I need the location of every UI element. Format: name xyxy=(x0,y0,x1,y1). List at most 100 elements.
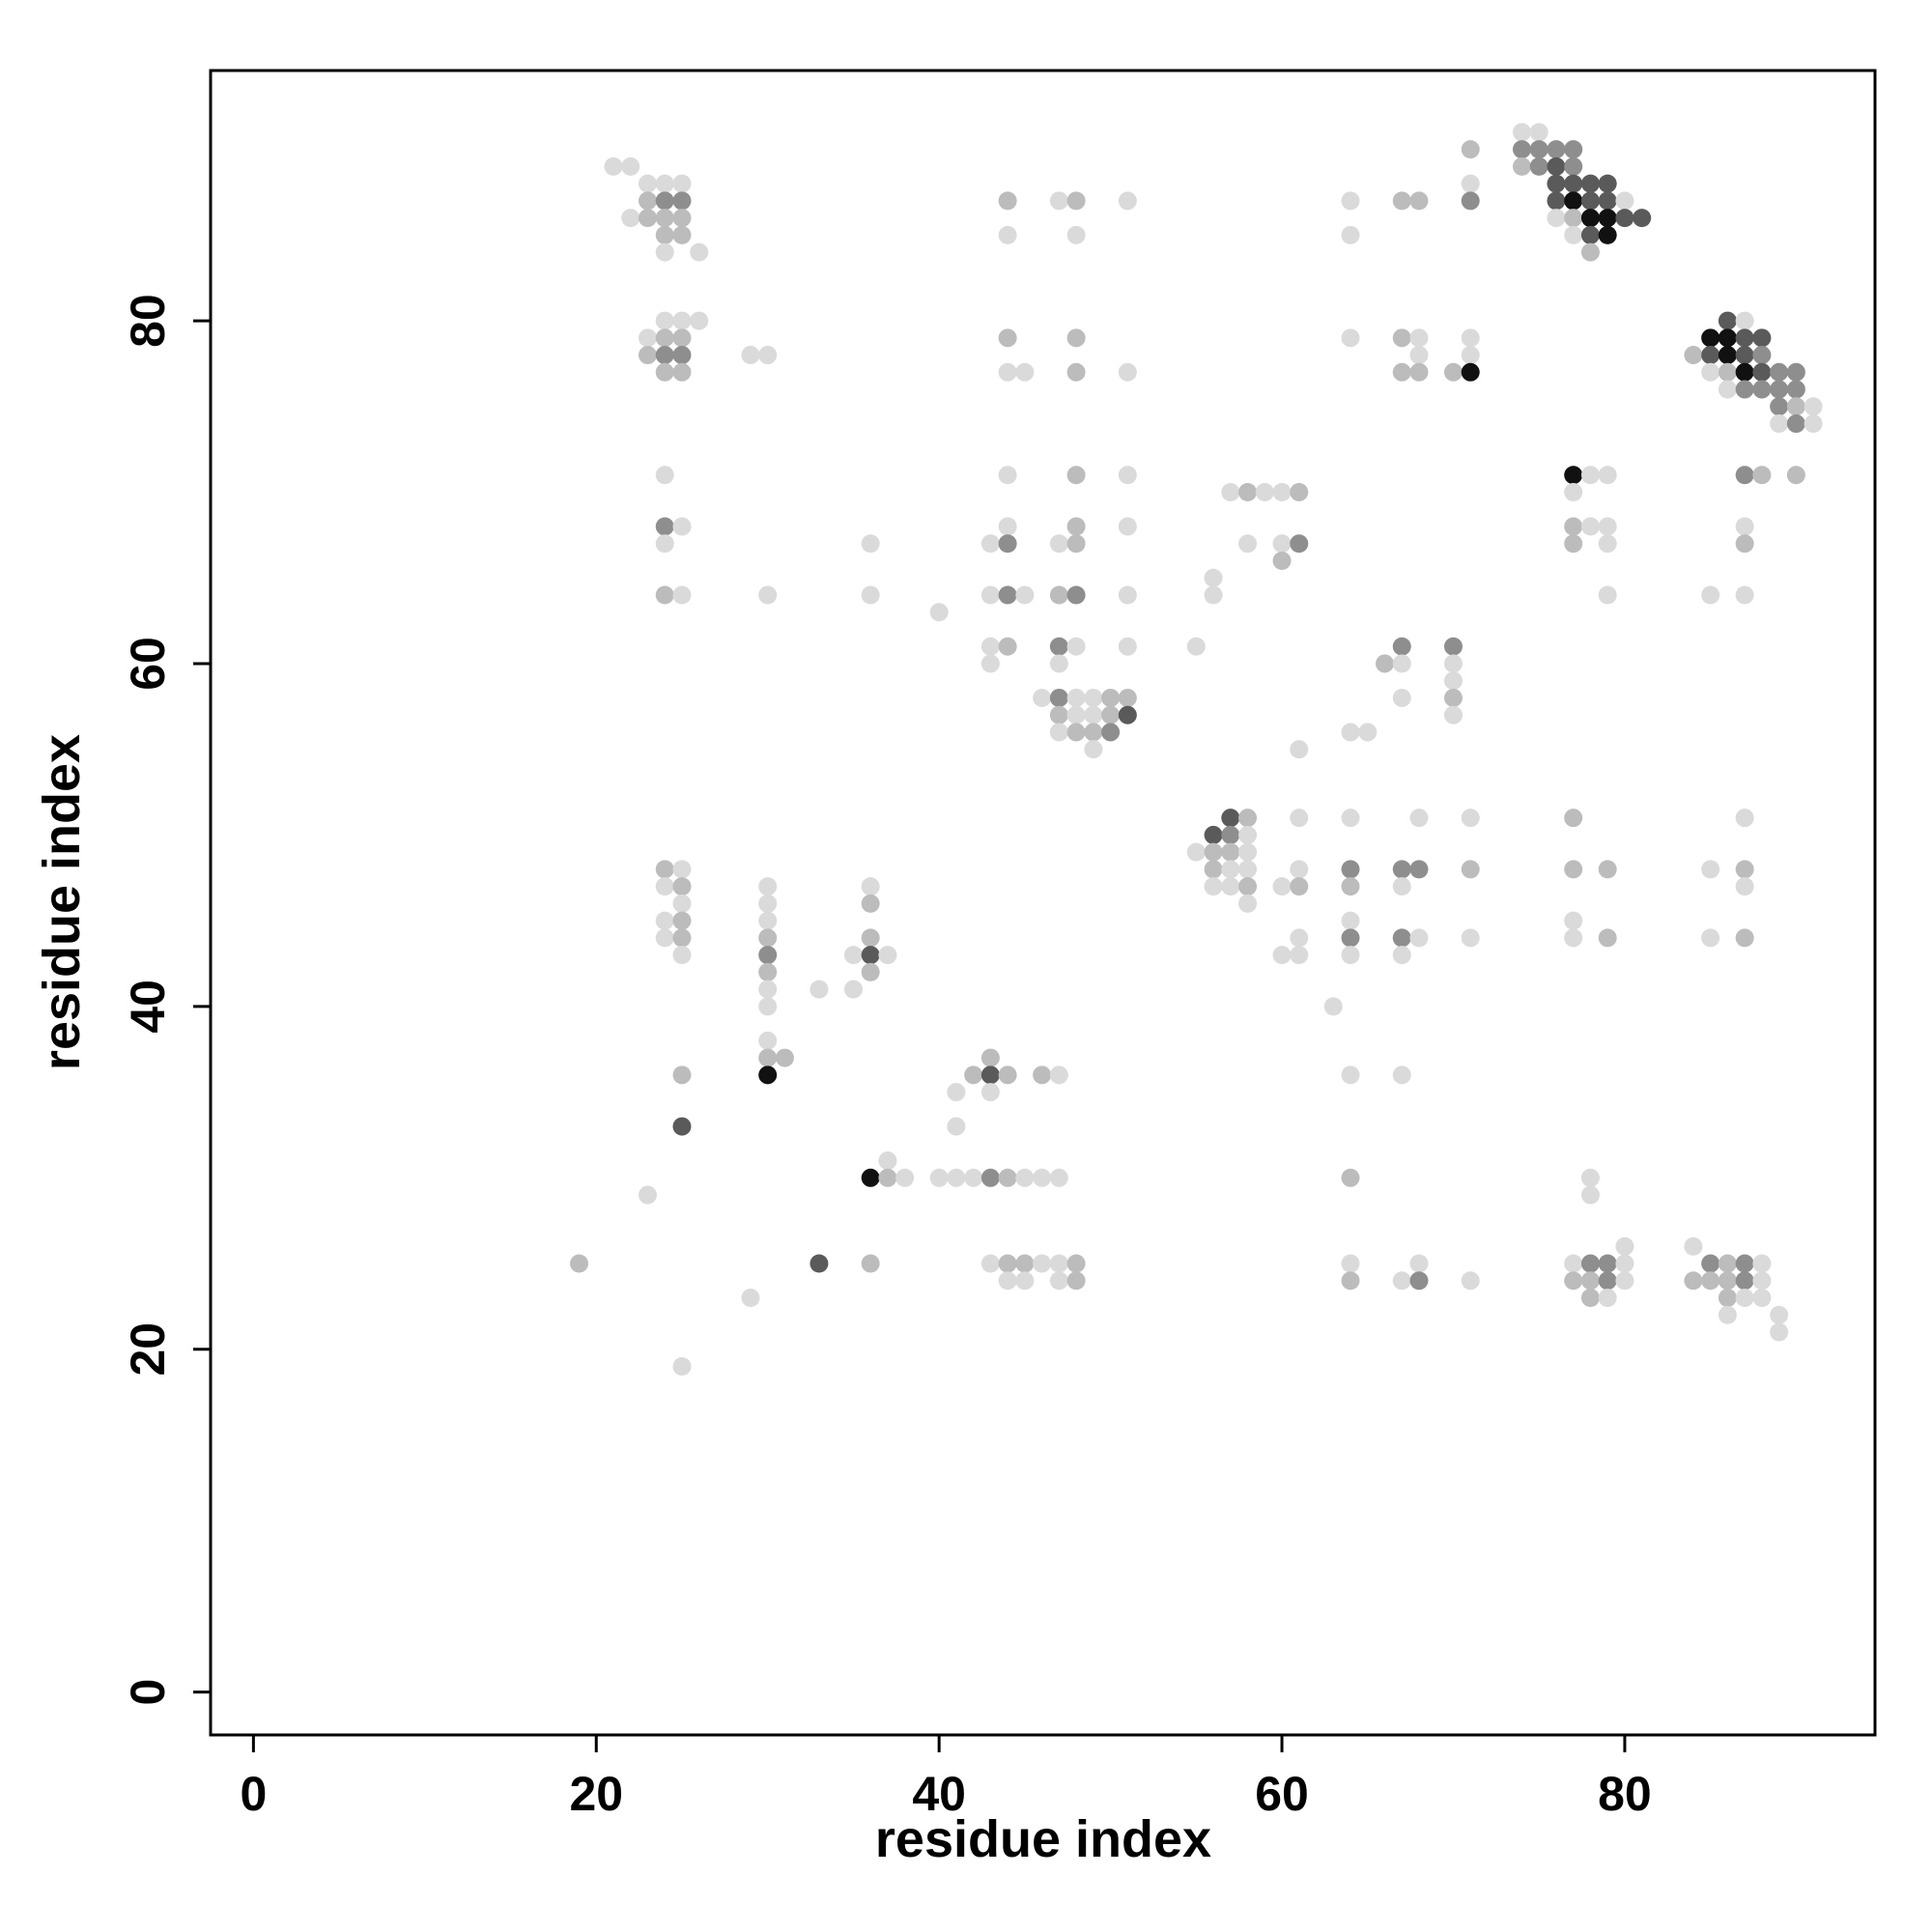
contact-point xyxy=(1564,1254,1583,1273)
contact-point xyxy=(1341,1271,1360,1291)
contact-point xyxy=(998,1065,1017,1085)
x-tick-label: 20 xyxy=(569,1767,623,1821)
contact-point xyxy=(1580,517,1600,536)
contact-point xyxy=(758,585,778,605)
contact-point xyxy=(1341,946,1360,965)
contact-point xyxy=(1290,928,1309,948)
contact-point xyxy=(1049,191,1068,211)
contact-point xyxy=(1770,1322,1789,1342)
contact-point xyxy=(672,174,692,193)
contact-point xyxy=(1341,191,1360,211)
contact-point xyxy=(1409,860,1429,879)
contact-point xyxy=(1033,1065,1052,1085)
contact-point xyxy=(1564,225,1583,244)
contact-point xyxy=(1392,877,1411,896)
contact-point xyxy=(998,225,1017,244)
contact-point xyxy=(1392,637,1411,656)
contact-point xyxy=(638,174,657,193)
contact-point xyxy=(1461,362,1480,382)
contact-point xyxy=(1580,1185,1600,1205)
contact-point xyxy=(1786,397,1805,416)
contact-point xyxy=(1786,380,1805,399)
contact-point xyxy=(1735,380,1754,399)
contact-point xyxy=(1564,809,1583,828)
contact-point xyxy=(1066,534,1086,554)
contact-point xyxy=(672,860,692,879)
contact-point xyxy=(1015,1254,1035,1273)
x-axis-label: residue index xyxy=(875,1810,1211,1868)
contact-point xyxy=(758,877,778,896)
contact-point xyxy=(1015,362,1035,382)
contact-point xyxy=(980,1065,1000,1085)
contact-point xyxy=(672,209,692,228)
contact-point xyxy=(1598,928,1617,948)
contact-point xyxy=(1341,809,1360,828)
contact-point xyxy=(1341,225,1360,244)
contact-point xyxy=(1735,346,1754,365)
contact-point xyxy=(1701,860,1720,879)
contact-point xyxy=(1547,209,1566,228)
contact-point xyxy=(1564,911,1583,930)
contact-point xyxy=(672,225,692,244)
contact-point xyxy=(998,362,1017,382)
contact-point xyxy=(1443,654,1463,673)
contact-point xyxy=(1118,585,1137,605)
contact-point xyxy=(1290,740,1309,759)
contact-point xyxy=(638,1185,657,1205)
contact-point xyxy=(672,877,692,896)
contact-point xyxy=(998,585,1017,605)
contact-point xyxy=(810,1254,829,1273)
contact-point xyxy=(1118,191,1137,211)
contact-point xyxy=(1204,842,1223,862)
contact-point xyxy=(1238,842,1258,862)
contact-point xyxy=(758,911,778,930)
contact-point xyxy=(655,191,674,211)
contact-point xyxy=(1735,517,1754,536)
contact-point xyxy=(1443,688,1463,707)
contact-point xyxy=(1101,723,1121,742)
contact-point xyxy=(758,997,778,1016)
contact-point xyxy=(861,877,880,896)
contact-point xyxy=(980,1168,1000,1187)
contact-point xyxy=(1409,362,1429,382)
contact-point xyxy=(1066,362,1086,382)
contact-point xyxy=(1290,946,1309,965)
contact-point xyxy=(1290,534,1309,554)
contact-point xyxy=(1392,946,1411,965)
contact-point xyxy=(1049,1168,1068,1187)
contact-point xyxy=(741,1289,760,1308)
contact-point xyxy=(672,1356,692,1376)
contact-point xyxy=(638,191,657,211)
contact-point xyxy=(1049,705,1068,724)
contact-point xyxy=(1786,466,1805,485)
contact-point xyxy=(1701,362,1720,382)
contact-point xyxy=(1461,928,1480,948)
plot-frame xyxy=(209,69,1877,1737)
contact-point xyxy=(1701,1271,1720,1291)
contact-point xyxy=(1718,380,1737,399)
contact-point xyxy=(1718,328,1737,348)
contact-point xyxy=(655,517,674,536)
contact-point xyxy=(1701,1254,1720,1273)
contact-point xyxy=(1409,346,1429,365)
contact-point xyxy=(1752,1254,1772,1273)
contact-point xyxy=(861,1168,880,1187)
contact-point xyxy=(1718,1254,1737,1273)
contact-point xyxy=(672,191,692,211)
contact-point xyxy=(1066,517,1086,536)
contact-point xyxy=(1290,860,1309,879)
contact-point xyxy=(672,517,692,536)
y-tick-label: 80 xyxy=(121,294,175,348)
contact-point xyxy=(1735,1254,1754,1273)
contact-point xyxy=(1341,1168,1360,1187)
contact-point xyxy=(1564,860,1583,879)
contact-point xyxy=(1084,740,1103,759)
contact-point xyxy=(1580,1168,1600,1187)
contact-point xyxy=(1118,688,1137,707)
contact-point xyxy=(1066,585,1086,605)
contact-point xyxy=(655,225,674,244)
contact-point xyxy=(1752,328,1772,348)
contact-point xyxy=(1204,860,1223,879)
contact-point xyxy=(1409,1254,1429,1273)
contact-point xyxy=(638,209,657,228)
